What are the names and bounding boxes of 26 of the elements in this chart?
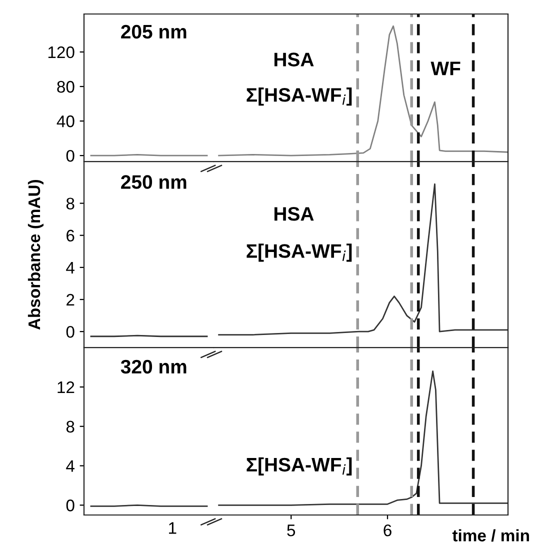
annotation: Σ[HSA-WF$_{i}$]	[246, 244, 352, 262]
annotation: HSA	[274, 206, 314, 221]
text: 1	[169, 522, 176, 534]
chart-title: 205 nm	[121, 24, 186, 39]
annotation: Σ[HSA-WF$_{i}$]	[246, 457, 352, 476]
y-tick-label: 40	[56, 115, 74, 128]
y-tick-label: 4	[66, 262, 74, 274]
y-tick-label: 120	[48, 46, 74, 58]
annotation: HSA	[274, 52, 314, 66]
x-axis-title: time / min	[452, 529, 529, 542]
y-tick-label: 12	[58, 381, 74, 394]
y-tick-label: 0	[66, 326, 74, 338]
x-tick-label: 5	[287, 524, 296, 536]
annotation: WF	[430, 62, 460, 76]
annotation: Σ[HSA-WF$_{i}$]	[246, 88, 352, 106]
y-tick-label: 4	[66, 460, 74, 472]
y-tick-label: 80	[57, 80, 74, 93]
y-tick-label: 8	[66, 420, 74, 433]
y-tick-label: 0	[66, 500, 74, 512]
chart-title: 320 nm	[120, 360, 186, 374]
text: 250 nm	[121, 175, 186, 189]
y-tick-label: 2	[66, 294, 74, 306]
y-tick-label: 0	[66, 150, 74, 162]
y-tick-label: 6	[66, 230, 74, 242]
y-axis-title: Absorbance (mAU)	[28, 180, 44, 330]
y-tick-label: 8	[66, 198, 74, 210]
